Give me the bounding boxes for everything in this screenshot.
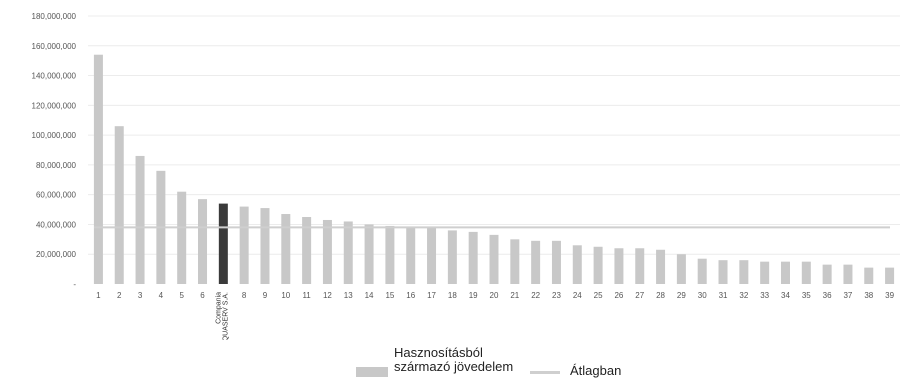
bar xyxy=(864,267,874,284)
bar xyxy=(385,225,395,284)
y-tick-label: 60,000,000 xyxy=(36,191,77,200)
bar xyxy=(468,231,478,284)
bar xyxy=(739,260,749,284)
x-tick-label: 28 xyxy=(656,291,665,300)
x-tick-label: 33 xyxy=(760,291,769,300)
x-tick-label: 14 xyxy=(365,291,374,300)
y-tick-label: 100,000,000 xyxy=(32,131,77,140)
x-tick-label: 13 xyxy=(344,291,353,300)
x-tick-label: 2 xyxy=(117,291,122,300)
x-tick-label: 30 xyxy=(698,291,707,300)
bar xyxy=(635,248,645,284)
revenue-bar-chart: - 20,000,000 40,000,000 60,000,000 80,000,00… xyxy=(32,12,900,340)
bar xyxy=(697,258,707,284)
x-tick-label: 36 xyxy=(823,291,832,300)
x-tick-label: 5 xyxy=(179,291,184,300)
chart-legend: Hasznosításból származó jövedelem Átlagb… xyxy=(356,342,621,378)
x-tick-label: 18 xyxy=(448,291,457,300)
legend-item-revenue: Hasznosításból származó jövedelem xyxy=(356,343,514,377)
y-tick-label: 40,000,000 xyxy=(36,220,77,229)
bar xyxy=(489,234,499,284)
x-tick-label: 26 xyxy=(614,291,623,300)
x-tick-label: 22 xyxy=(531,291,540,300)
x-tick-label: 16 xyxy=(406,291,415,300)
bar xyxy=(593,246,603,284)
x-tick-label: 8 xyxy=(242,291,247,300)
x-tick-label: 20 xyxy=(490,291,499,300)
y-tick-label: 180,000,000 xyxy=(32,12,77,21)
legend-bar-label: Hasznosításból származó jövedelem xyxy=(394,345,514,374)
bar xyxy=(427,227,437,284)
x-tick-label: 12 xyxy=(323,291,332,300)
bar xyxy=(364,224,374,284)
bar xyxy=(260,208,270,284)
x-tick-label: 31 xyxy=(719,291,728,300)
x-tick-label: 35 xyxy=(802,291,811,300)
x-tick-label: 19 xyxy=(469,291,478,300)
x-tick-label: 17 xyxy=(427,291,436,300)
bar xyxy=(656,249,666,284)
y-tick-label: - xyxy=(73,280,76,289)
x-tick-label: 6 xyxy=(200,291,205,300)
bar xyxy=(780,261,790,284)
bar xyxy=(177,191,187,284)
x-tick-label: 27 xyxy=(635,291,644,300)
x-tick-label: 9 xyxy=(263,291,268,300)
x-tick-label: 39 xyxy=(885,291,894,300)
x-tick-label: 1 xyxy=(96,291,101,300)
bar xyxy=(93,54,103,284)
bar xyxy=(510,239,520,284)
y-tick-label: 120,000,000 xyxy=(32,101,77,110)
y-tick-label: 20,000,000 xyxy=(36,250,77,259)
x-tick-label: 3 xyxy=(138,291,143,300)
y-tick-label: 80,000,000 xyxy=(36,161,77,170)
x-tick-label: 34 xyxy=(781,291,790,300)
bar xyxy=(198,199,208,284)
bar xyxy=(614,248,624,284)
x-tick-label: 38 xyxy=(864,291,873,300)
x-tick-label: Compania xyxy=(215,292,222,324)
bar xyxy=(843,264,853,284)
bar xyxy=(531,240,541,284)
x-tick-label: 10 xyxy=(281,291,290,300)
legend-line-label: Átlagban xyxy=(570,363,622,378)
y-tick-label: 140,000,000 xyxy=(32,72,77,81)
x-tick-label: AQUASERV S.A. xyxy=(222,292,229,340)
bar xyxy=(239,206,249,284)
bar xyxy=(406,227,416,284)
bar xyxy=(218,203,228,284)
bar xyxy=(760,261,770,284)
bar xyxy=(551,240,561,284)
bar xyxy=(572,245,582,284)
x-tick-label: 11 xyxy=(302,291,311,300)
bar xyxy=(281,214,291,284)
bar xyxy=(114,126,124,284)
bar xyxy=(447,230,457,284)
x-tick-label: 15 xyxy=(385,291,394,300)
x-tick-label: 4 xyxy=(159,291,164,300)
x-tick-label: 37 xyxy=(843,291,852,300)
bar xyxy=(302,217,312,284)
x-tick-label: 32 xyxy=(739,291,748,300)
bar xyxy=(801,261,811,284)
x-tick-label: 23 xyxy=(552,291,561,300)
bar xyxy=(885,267,895,284)
x-tick-label: 29 xyxy=(677,291,686,300)
bar xyxy=(718,260,728,284)
x-tick-label: 25 xyxy=(594,291,603,300)
bar xyxy=(135,155,145,284)
x-tick-label: 21 xyxy=(510,291,519,300)
legend-line-swatch xyxy=(530,370,560,374)
bar xyxy=(343,221,353,284)
legend-bar-swatch xyxy=(356,367,388,377)
y-tick-label: 160,000,000 xyxy=(32,42,77,51)
legend-item-average: Átlagban xyxy=(514,342,621,378)
bar xyxy=(822,264,832,284)
x-tick-label: 24 xyxy=(573,291,582,300)
bar xyxy=(322,219,332,284)
bar xyxy=(676,254,686,284)
